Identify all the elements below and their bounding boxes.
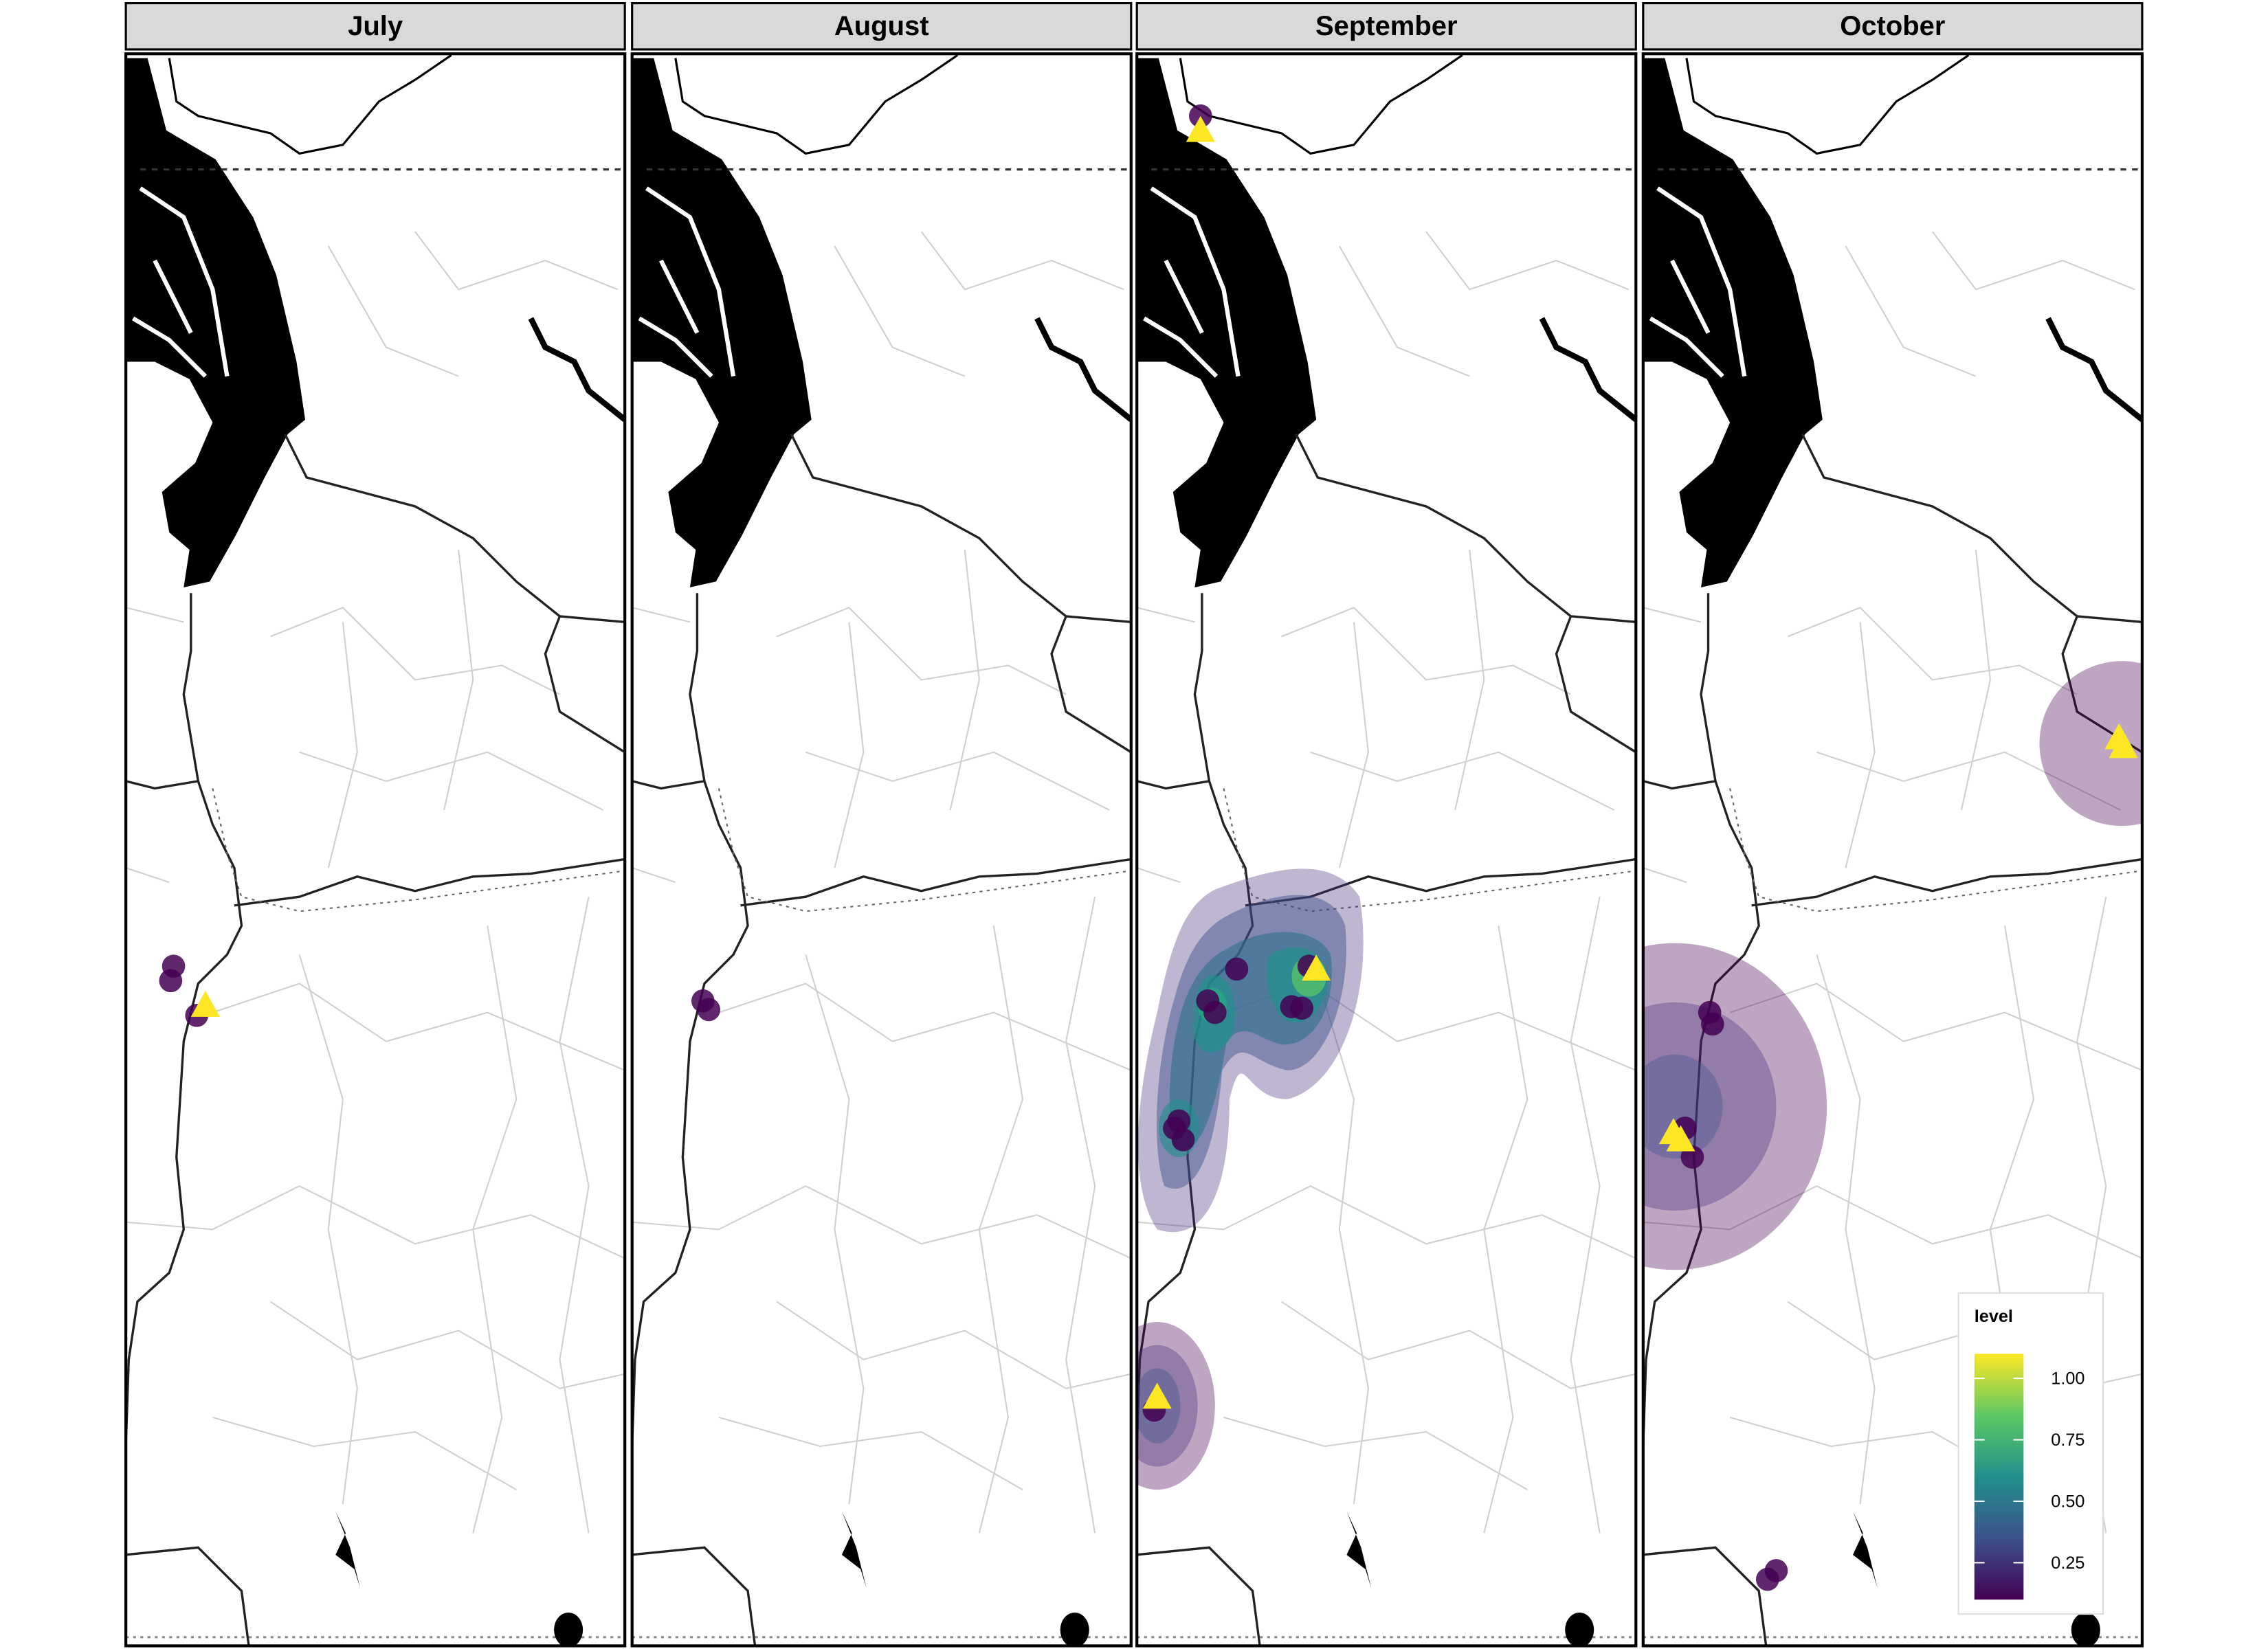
legend-label: 1.00 [2051,1369,2084,1388]
point [1701,1012,1724,1036]
map-panel [126,55,625,1647]
point [1290,996,1313,1020]
map-panel [1137,55,1636,1647]
point [697,998,721,1022]
legend-label: 0.50 [2051,1492,2084,1511]
point [1203,1000,1227,1024]
map-panel [1643,55,2142,1647]
legend-label: 0.25 [2051,1553,2084,1573]
panel-border [1641,52,2144,1648]
panel-title: August [834,11,929,41]
triangle-point [1666,1125,1696,1152]
density [1137,1322,1215,1490]
panel-title: July [348,11,403,41]
panel-border [630,52,1133,1648]
panel-border [124,52,627,1648]
legend-title: level [1975,1307,2013,1326]
triangle-point [1302,954,1331,981]
panel-border [1135,52,1638,1648]
point [1764,1559,1788,1582]
point [1163,1117,1186,1140]
panel-title: September [1315,11,1458,41]
legend-label: 0.75 [2051,1431,2084,1450]
point [1225,957,1249,981]
panel-title: October [1840,11,1945,41]
density [1643,1054,1723,1159]
density [1643,943,1827,1270]
triangle-point [1142,1382,1172,1409]
density [2039,661,2142,827]
point [159,969,183,993]
strip-bg [1135,2,1637,51]
colorbar [1974,1354,2024,1600]
strip-bg [1642,2,2144,51]
triangle-point [190,991,220,1017]
map-panel [632,55,1131,1647]
triangle-point [2109,732,2138,759]
basemap [632,55,1131,1647]
triangle-point [1186,115,1215,142]
strip-bg [124,2,626,51]
density [1643,1002,1777,1211]
basemap [126,55,625,1647]
strip-bg [631,2,1133,51]
